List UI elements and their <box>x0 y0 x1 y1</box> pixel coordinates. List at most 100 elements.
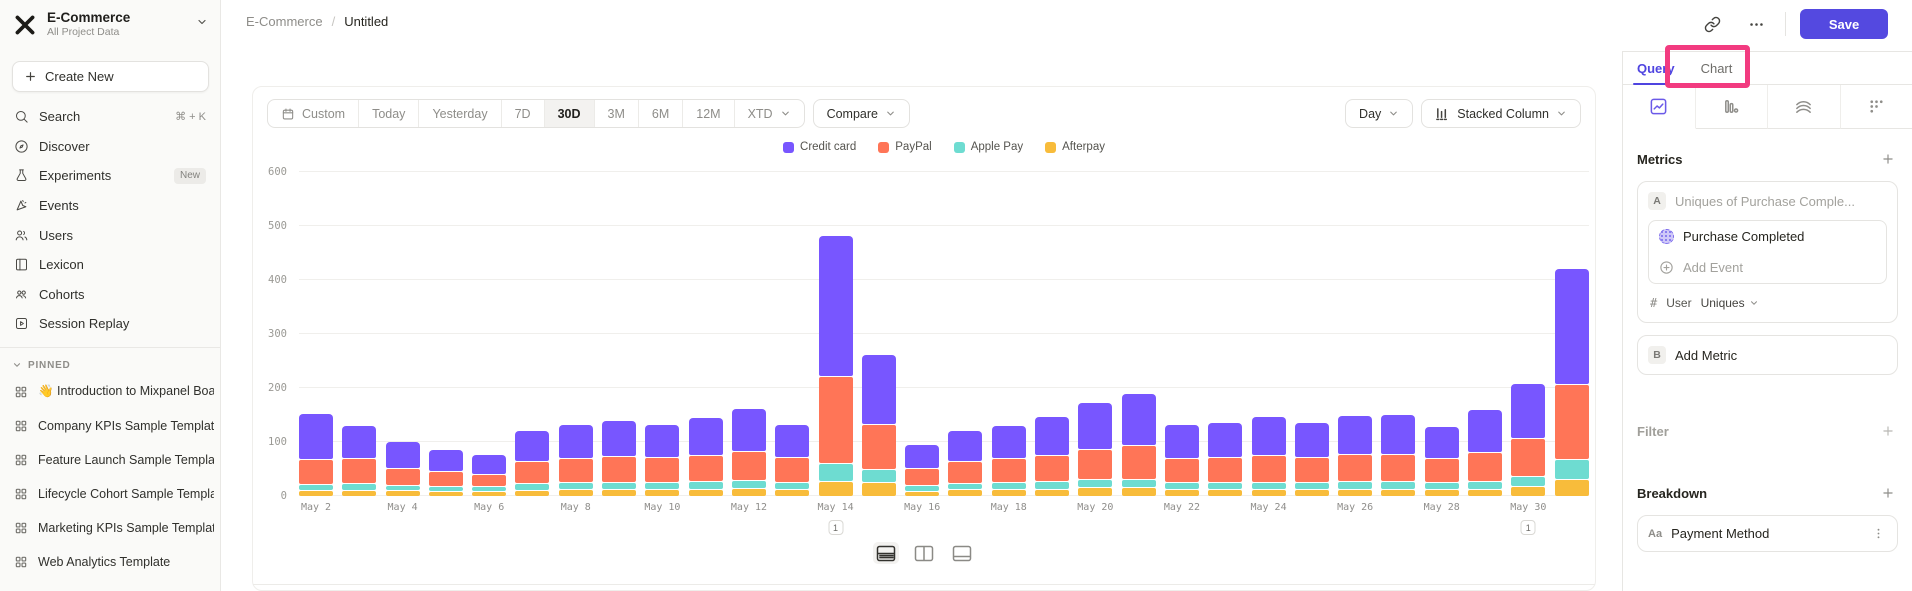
bar-segment-paypal[interactable] <box>515 461 550 484</box>
bar-segment-paypal[interactable] <box>1424 459 1459 483</box>
bar-segment-afterpay[interactable] <box>775 490 810 496</box>
date-range-7d[interactable]: 7D <box>502 100 545 127</box>
bar-may-4[interactable]: May 4 <box>385 161 420 513</box>
bar-segment-afterpay[interactable] <box>645 490 680 496</box>
bar-segment-apple-pay[interactable] <box>1511 477 1546 486</box>
bar-may-20[interactable]: May 20 <box>1077 161 1113 513</box>
bar-may-12[interactable]: May 12 <box>731 161 767 513</box>
add-breakdown-plus-button[interactable] <box>1878 483 1898 503</box>
add-event-row[interactable]: Add Event <box>1649 252 1886 283</box>
bar-segment-paypal[interactable] <box>1338 455 1373 482</box>
bar-segment-credit-card[interactable] <box>342 426 377 459</box>
bar-segment-afterpay[interactable] <box>515 490 550 496</box>
tab-flows[interactable] <box>1768 85 1841 129</box>
panel-tab-chart[interactable]: Chart <box>1700 60 1733 76</box>
bar-segment-credit-card[interactable] <box>818 235 853 377</box>
bar-may-17[interactable] <box>948 161 983 496</box>
bar-segment-afterpay[interactable] <box>299 491 333 496</box>
bar-segment-paypal[interactable] <box>861 425 896 469</box>
bar-segment-credit-card[interactable] <box>472 455 507 474</box>
bar-segment-paypal[interactable] <box>1078 449 1113 480</box>
bar-segment-paypal[interactable] <box>905 469 940 486</box>
sidebar-item-events[interactable]: Events <box>0 191 220 221</box>
bar-segment-paypal[interactable] <box>731 451 766 480</box>
bar-segment-afterpay[interactable] <box>1078 488 1113 496</box>
pinned-board-item[interactable]: Marketing KPIs Sample Template <box>0 511 220 545</box>
bar-may-22[interactable]: May 22 <box>1164 161 1200 513</box>
sidebar-item-users[interactable]: Users <box>0 220 220 250</box>
bar-segment-apple-pay[interactable] <box>1294 483 1329 490</box>
bar-segment-paypal[interactable] <box>1468 452 1503 482</box>
bar-segment-credit-card[interactable] <box>385 441 420 468</box>
pinned-board-item[interactable]: Feature Launch Sample Template <box>0 443 220 477</box>
bar-segment-afterpay[interactable] <box>558 490 593 496</box>
breakdown-card[interactable]: Aa Payment Method <box>1637 515 1898 552</box>
sidebar-item-session-replay[interactable]: Session Replay <box>0 309 220 339</box>
bar-may-23[interactable] <box>1208 161 1243 496</box>
legend-item-credit-card[interactable]: Credit card <box>783 141 856 153</box>
layout-side-by-side-toggle[interactable] <box>911 542 937 564</box>
add-metric-plus-button[interactable] <box>1878 149 1898 169</box>
bar-segment-apple-pay[interactable] <box>861 469 896 483</box>
bar-segment-credit-card[interactable] <box>1381 415 1416 455</box>
bar-segment-afterpay[interactable] <box>385 491 420 496</box>
bar-may-21[interactable] <box>1121 161 1156 496</box>
bar-segment-afterpay[interactable] <box>1208 490 1243 496</box>
bar-segment-paypal[interactable] <box>948 462 983 483</box>
bar-segment-afterpay[interactable] <box>688 489 723 496</box>
breadcrumb-project[interactable]: E-Commerce <box>246 14 323 29</box>
bar-segment-paypal[interactable] <box>645 458 680 483</box>
create-new-button[interactable]: Create New <box>12 61 209 92</box>
bar-segment-paypal[interactable] <box>299 459 333 485</box>
sidebar-item-discover[interactable]: Discover <box>0 132 220 162</box>
bar-segment-paypal[interactable] <box>342 459 377 484</box>
date-range-3m[interactable]: 3M <box>595 100 639 127</box>
bar-may-7[interactable] <box>515 161 550 496</box>
add-metric-card[interactable]: B Add Metric <box>1637 335 1898 375</box>
bar-may-27[interactable] <box>1381 161 1416 496</box>
bar-segment-credit-card[interactable] <box>558 424 593 459</box>
bar-segment-credit-card[interactable] <box>905 445 940 469</box>
bar-segment-paypal[interactable] <box>688 456 723 482</box>
add-filter-plus-button[interactable] <box>1878 421 1898 441</box>
bar-may-14[interactable]: May 14 1 <box>818 161 854 535</box>
granularity-button[interactable]: Day <box>1345 99 1414 128</box>
bar-segment-paypal[interactable] <box>1251 456 1286 482</box>
bar-segment-paypal[interactable] <box>472 474 507 487</box>
bar-segment-afterpay[interactable] <box>991 490 1026 496</box>
bar-segment-credit-card[interactable] <box>1251 417 1286 456</box>
annotation-badge[interactable]: 1 <box>1520 520 1536 535</box>
bar-segment-paypal[interactable] <box>1294 457 1329 483</box>
chart-type-button[interactable]: Stacked Column <box>1421 99 1581 128</box>
bar-segment-paypal[interactable] <box>818 377 853 463</box>
bar-segment-afterpay[interactable] <box>818 481 853 496</box>
aggregation-row[interactable]: # User Uniques <box>1648 294 1887 312</box>
tab-funnels[interactable] <box>1695 85 1768 129</box>
bar-segment-apple-pay[interactable] <box>515 484 550 490</box>
bar-segment-paypal[interactable] <box>385 468 420 485</box>
legend-item-afterpay[interactable]: Afterpay <box>1045 141 1105 153</box>
bar-segment-apple-pay[interactable] <box>299 485 333 491</box>
pinned-board-item[interactable]: Company KPIs Sample Template <box>0 409 220 443</box>
pinned-board-item[interactable]: Lifecycle Cohort Sample Template <box>0 477 220 511</box>
bar-segment-credit-card[interactable] <box>948 430 983 462</box>
bar-segment-apple-pay[interactable] <box>1338 482 1373 489</box>
bar-segment-credit-card[interactable] <box>299 413 333 459</box>
bar-segment-credit-card[interactable] <box>428 450 463 471</box>
bar-segment-paypal[interactable] <box>991 459 1026 483</box>
bar-segment-apple-pay[interactable] <box>1208 483 1243 490</box>
copy-link-button[interactable] <box>1697 9 1727 39</box>
bar-segment-paypal[interactable] <box>602 457 637 482</box>
bar-may-16[interactable]: May 16 <box>904 161 940 513</box>
bar-segment-credit-card[interactable] <box>1208 423 1243 458</box>
bar-segment-apple-pay[interactable] <box>602 482 637 489</box>
save-button[interactable]: Save <box>1800 9 1888 39</box>
bar-segment-afterpay[interactable] <box>861 483 896 496</box>
bar-segment-afterpay[interactable] <box>905 491 940 496</box>
bar-segment-apple-pay[interactable] <box>1164 483 1199 490</box>
bar-segment-afterpay[interactable] <box>428 491 463 496</box>
bar-segment-apple-pay[interactable] <box>1121 479 1156 488</box>
bar-segment-credit-card[interactable] <box>775 424 810 458</box>
bar-segment-apple-pay[interactable] <box>1078 480 1113 488</box>
date-range-6m[interactable]: 6M <box>639 100 684 127</box>
